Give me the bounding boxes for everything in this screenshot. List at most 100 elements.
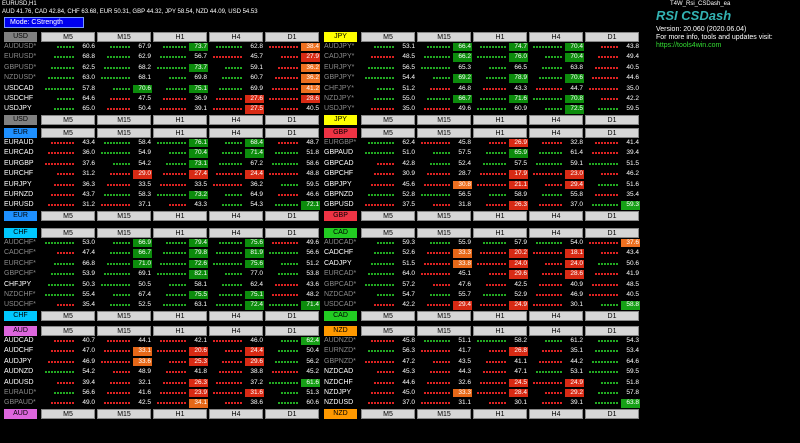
pair-name[interactable]: EURGBP* <box>324 139 357 146</box>
timeframe-m15[interactable]: M15 <box>97 128 151 138</box>
currency-label[interactable]: GBP <box>324 210 357 221</box>
currency-label[interactable]: AUD <box>4 408 37 419</box>
pair-name[interactable]: NZDCHF <box>324 378 353 386</box>
currency-label[interactable]: CAD <box>324 310 357 321</box>
pair-name[interactable]: AUDUSD* <box>4 43 37 50</box>
timeframe-d1[interactable]: D1 <box>265 228 319 238</box>
pair-name[interactable]: AUDCAD <box>4 337 34 344</box>
timeframe-d1[interactable]: D1 <box>585 310 639 321</box>
timeframe-d1[interactable]: D1 <box>265 408 319 419</box>
pair-name[interactable]: USDCAD <box>4 84 34 92</box>
timeframe-h4[interactable]: H4 <box>209 310 263 321</box>
timeframe-h4[interactable]: H4 <box>529 128 583 138</box>
timeframe-m15[interactable]: M15 <box>417 228 471 238</box>
pair-name[interactable]: AUDCHF <box>4 347 34 355</box>
currency-label[interactable]: JPY <box>324 32 357 42</box>
timeframe-h4[interactable]: H4 <box>209 114 263 125</box>
pair-name[interactable]: AUDJPY* <box>324 43 355 50</box>
timeframe-h4[interactable]: H4 <box>209 32 263 42</box>
pair-name[interactable]: GBPCAD* <box>324 280 357 288</box>
timeframe-m15[interactable]: M15 <box>97 228 151 238</box>
timeframe-d1[interactable]: D1 <box>585 210 639 221</box>
timeframe-h4[interactable]: H4 <box>529 228 583 238</box>
website-link[interactable]: https://tools4win.com <box>656 42 722 49</box>
timeframe-m15[interactable]: M15 <box>417 210 471 221</box>
timeframe-h1[interactable]: H1 <box>473 326 527 336</box>
timeframe-h4[interactable]: H4 <box>529 310 583 321</box>
timeframe-m15[interactable]: M15 <box>417 326 471 336</box>
timeframe-h1[interactable]: H1 <box>153 210 207 221</box>
currency-label[interactable]: USD <box>4 32 37 42</box>
timeframe-h1[interactable]: H1 <box>473 128 527 138</box>
currency-label[interactable]: CHF <box>4 310 37 321</box>
timeframe-h4[interactable]: H4 <box>209 228 263 238</box>
timeframe-m5[interactable]: M5 <box>41 228 95 238</box>
timeframe-d1[interactable]: D1 <box>585 408 639 419</box>
timeframe-d1[interactable]: D1 <box>265 114 319 125</box>
timeframe-m5[interactable]: M5 <box>41 114 95 125</box>
timeframe-m5[interactable]: M5 <box>361 32 415 42</box>
timeframe-m5[interactable]: M5 <box>361 210 415 221</box>
pair-name[interactable]: EURCAD* <box>324 270 357 278</box>
pair-name[interactable]: CADCHF <box>324 249 354 257</box>
timeframe-m15[interactable]: M15 <box>97 114 151 125</box>
currency-label[interactable]: NZD <box>324 408 357 419</box>
timeframe-h1[interactable]: H1 <box>153 114 207 125</box>
pair-name[interactable]: NZDCAD <box>324 368 354 376</box>
pair-name[interactable]: NZDUSD <box>324 399 354 407</box>
pair-name[interactable]: AUDJPY <box>4 357 32 365</box>
timeframe-h1[interactable]: H1 <box>473 228 527 238</box>
pair-name[interactable]: NZDJPY* <box>324 94 354 102</box>
timeframe-h1[interactable]: H1 <box>153 326 207 336</box>
pair-name[interactable]: GBPNZD <box>324 190 354 198</box>
pair-name[interactable]: EURNZD* <box>324 347 356 355</box>
currency-label[interactable]: NZD <box>324 326 357 336</box>
timeframe-h1[interactable]: H1 <box>473 310 527 321</box>
pair-name[interactable]: USDCHF* <box>4 301 36 309</box>
timeframe-m15[interactable]: M15 <box>97 210 151 221</box>
timeframe-h1[interactable]: H1 <box>473 210 527 221</box>
pair-name[interactable]: USDJPY <box>4 105 32 113</box>
timeframe-h4[interactable]: H4 <box>529 114 583 125</box>
currency-label[interactable]: GBP <box>324 128 357 138</box>
pair-name[interactable]: CHFJPY <box>4 280 32 288</box>
timeframe-h4[interactable]: H4 <box>529 32 583 42</box>
timeframe-d1[interactable]: D1 <box>265 32 319 42</box>
currency-label[interactable]: CHF <box>4 228 37 238</box>
timeframe-m5[interactable]: M5 <box>41 326 95 336</box>
pair-name[interactable]: EURUSD* <box>4 53 37 61</box>
pair-name[interactable]: AUDUSD <box>4 378 34 386</box>
timeframe-h1[interactable]: H1 <box>153 228 207 238</box>
timeframe-h1[interactable]: H1 <box>153 408 207 419</box>
currency-label[interactable]: EUR <box>4 128 37 138</box>
pair-name[interactable]: GBPCHF* <box>4 270 36 278</box>
pair-name[interactable]: USDCHF <box>4 94 34 102</box>
timeframe-m5[interactable]: M5 <box>361 310 415 321</box>
timeframe-h4[interactable]: H4 <box>529 408 583 419</box>
timeframe-d1[interactable]: D1 <box>585 32 639 42</box>
timeframe-d1[interactable]: D1 <box>265 128 319 138</box>
timeframe-h4[interactable]: H4 <box>209 326 263 336</box>
timeframe-m5[interactable]: M5 <box>361 408 415 419</box>
timeframe-h4[interactable]: H4 <box>529 210 583 221</box>
timeframe-h1[interactable]: H1 <box>473 114 527 125</box>
pair-name[interactable]: EURAUD <box>4 139 34 146</box>
pair-name[interactable]: EURJPY* <box>324 63 355 71</box>
pair-name[interactable]: AUDNZD <box>4 368 34 376</box>
timeframe-d1[interactable]: D1 <box>265 310 319 321</box>
pair-name[interactable]: EURGBP <box>4 159 34 167</box>
timeframe-m5[interactable]: M5 <box>361 114 415 125</box>
pair-name[interactable]: GBPUSD* <box>4 63 37 71</box>
timeframe-h1[interactable]: H1 <box>153 32 207 42</box>
pair-name[interactable]: EURCAD <box>4 149 34 157</box>
timeframe-m15[interactable]: M15 <box>97 32 151 42</box>
pair-name[interactable]: NZDCHF* <box>4 290 36 298</box>
pair-name[interactable]: NZDUSD* <box>4 74 36 82</box>
timeframe-d1[interactable]: D1 <box>585 228 639 238</box>
timeframe-h1[interactable]: H1 <box>153 128 207 138</box>
timeframe-m15[interactable]: M15 <box>97 326 151 336</box>
timeframe-h4[interactable]: H4 <box>209 408 263 419</box>
currency-label[interactable]: CAD <box>324 228 357 238</box>
pair-name[interactable]: AUDNZD* <box>324 337 356 344</box>
pair-name[interactable]: GBPAUD* <box>4 399 36 407</box>
